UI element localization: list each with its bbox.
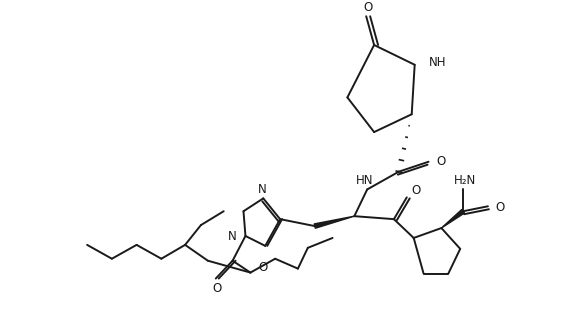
Text: O: O xyxy=(412,184,421,197)
Text: N: N xyxy=(258,183,267,196)
Text: HN: HN xyxy=(356,174,373,187)
Text: H₂N: H₂N xyxy=(454,174,477,187)
Text: O: O xyxy=(437,155,446,168)
Text: O: O xyxy=(212,282,221,295)
Text: NH: NH xyxy=(428,56,446,69)
Text: O: O xyxy=(364,1,373,14)
Polygon shape xyxy=(441,210,464,228)
Text: O: O xyxy=(258,261,267,274)
Text: O: O xyxy=(496,201,505,214)
Polygon shape xyxy=(314,216,354,228)
Text: N: N xyxy=(228,231,237,243)
